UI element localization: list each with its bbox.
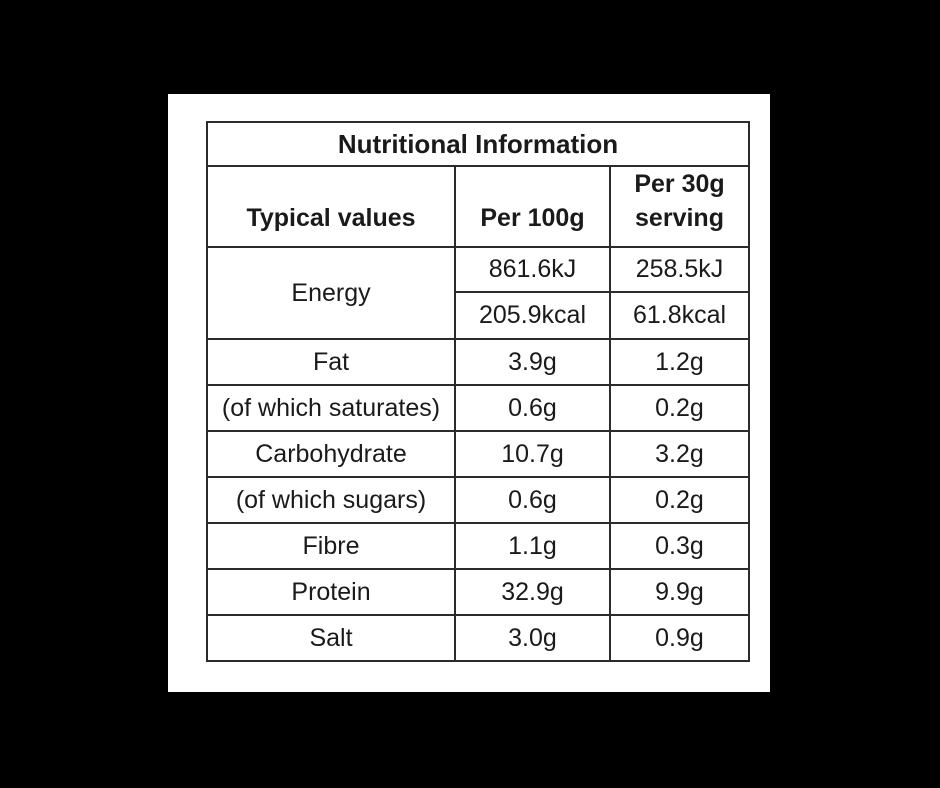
table-row: Fat 3.9g 1.2g <box>206 338 750 386</box>
protein-per-100g: 32.9g <box>454 568 611 616</box>
saturates-label: (of which saturates) <box>206 384 456 432</box>
fat-per-30g: 1.2g <box>609 338 750 386</box>
energy-kj-per-30g: 258.5kJ <box>609 246 750 293</box>
fibre-per-30g: 0.3g <box>609 522 750 570</box>
energy-kcal-per-100g: 205.9kcal <box>454 291 611 340</box>
column-header-per-100g: Per 100g <box>454 165 611 248</box>
carbohydrate-per-100g: 10.7g <box>454 430 611 478</box>
carbohydrate-per-30g: 3.2g <box>609 430 750 478</box>
salt-label: Salt <box>206 614 456 662</box>
table-row: Nutritional Information <box>206 121 750 167</box>
sugars-per-100g: 0.6g <box>454 476 611 524</box>
energy-kj-per-100g: 861.6kJ <box>454 246 611 293</box>
energy-label: Energy <box>206 246 456 340</box>
saturates-per-100g: 0.6g <box>454 384 611 432</box>
fat-label: Fat <box>206 338 456 386</box>
table-row: Carbohydrate 10.7g 3.2g <box>206 430 750 478</box>
table-row: (of which sugars) 0.6g 0.2g <box>206 476 750 524</box>
carbohydrate-label: Carbohydrate <box>206 430 456 478</box>
table-title: Nutritional Information <box>206 121 750 167</box>
table-row: Energy 861.6kJ 258.5kJ <box>206 246 750 340</box>
fibre-per-100g: 1.1g <box>454 522 611 570</box>
column-header-typical-values: Typical values <box>206 165 456 248</box>
sugars-label: (of which sugars) <box>206 476 456 524</box>
salt-per-100g: 3.0g <box>454 614 611 662</box>
fat-per-100g: 3.9g <box>454 338 611 386</box>
salt-per-30g: 0.9g <box>609 614 750 662</box>
protein-label: Protein <box>206 568 456 616</box>
table-row: (of which saturates) 0.6g 0.2g <box>206 384 750 432</box>
protein-per-30g: 9.9g <box>609 568 750 616</box>
energy-kcal-per-30g: 61.8kcal <box>609 291 750 340</box>
table-row: Typical values Per 100g Per 30g serving <box>206 165 750 248</box>
table-row: 205.9kcal 61.8kcal <box>207 291 750 340</box>
column-header-per-30g-serving: Per 30g serving <box>609 165 750 248</box>
fibre-label: Fibre <box>206 522 456 570</box>
nutrition-table: Nutritional Information Typical values P… <box>206 121 750 662</box>
label-panel: Nutritional Information Typical values P… <box>168 94 770 692</box>
table-row: Protein 32.9g 9.9g <box>206 568 750 616</box>
saturates-per-30g: 0.2g <box>609 384 750 432</box>
table-row: Fibre 1.1g 0.3g <box>206 522 750 570</box>
table-row: Salt 3.0g 0.9g <box>206 614 750 662</box>
sugars-per-30g: 0.2g <box>609 476 750 524</box>
